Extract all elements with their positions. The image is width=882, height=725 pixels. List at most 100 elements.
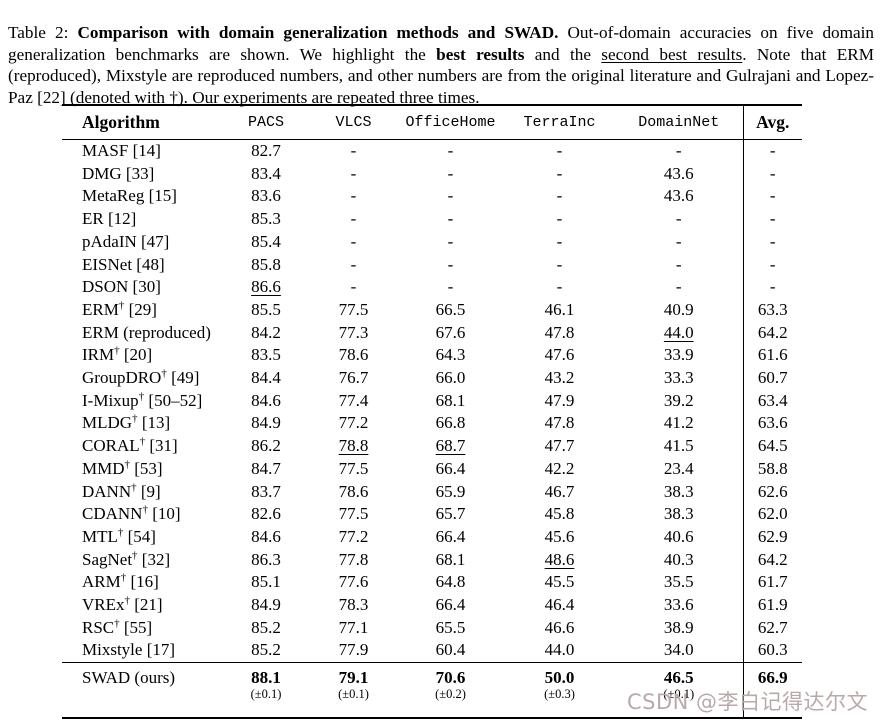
avg-cell: 62.7 (742, 616, 802, 640)
value-cell: 33.9 (663, 345, 694, 365)
citation-ref: [9] (140, 481, 161, 501)
swad-value-pacs: 88.1 (±0.1) (222, 662, 310, 719)
value-cell: 66.8 (435, 413, 466, 433)
algorithm-name: DANN (82, 481, 132, 501)
value-cell: 78.6 (338, 345, 369, 365)
value-cell: 83.4 (251, 163, 281, 183)
citation-ref: [30] (132, 277, 161, 297)
caption-text: Out-of-domain accuracies on five domain … (8, 23, 874, 64)
algorithm-name: MetaReg (82, 186, 145, 206)
value-cell: - (675, 231, 682, 251)
swad-officehome-std: (±0.2) (435, 687, 466, 702)
algorithm-cell: MLDG† [13] (62, 412, 222, 435)
algorithm-name: CORAL (82, 436, 140, 456)
results-table: Algorithm PACS VLCS OfficeHome TerraInc … (62, 104, 802, 720)
value-cell: - (556, 209, 563, 229)
value-cell: 66.4 (435, 595, 466, 615)
algorithm-cell: MTL† [54] (62, 526, 222, 549)
col-header-algorithm: Algorithm (62, 105, 222, 140)
table-row: MetaReg [15] 83.6 - - - 43.6 - (62, 185, 802, 209)
value-cell: 43.2 (544, 368, 575, 388)
value-cell: 44.0 (544, 640, 575, 660)
swad-value-vlcs: 79.1 (±0.1) (310, 662, 397, 719)
citation-ref: [32] (141, 549, 171, 569)
algorithm-cell: EISNet [48] (62, 254, 222, 277)
avg-cell: 58.8 (742, 457, 802, 481)
value-cell: - (556, 277, 563, 297)
algorithm-name: ERM (82, 299, 119, 319)
table-row: VREx† [21] 84.9 78.3 66.4 46.4 33.6 61.9 (62, 594, 802, 617)
swad-domainnet-std: (±0.1) (663, 687, 695, 702)
swad-domainnet-value: 46.5 (663, 668, 694, 688)
value-cell: 84.6 (251, 390, 281, 410)
value-cell: 41.2 (663, 413, 694, 433)
algorithm-cell: CORAL† [31] (62, 435, 222, 458)
citation-ref: [33] (125, 163, 155, 183)
value-cell: 66.4 (435, 458, 466, 478)
value-cell: - (350, 231, 357, 251)
value-cell: 85.8 (251, 254, 281, 274)
avg-cell: - (742, 208, 802, 231)
algorithm-cell: MASF [14] (62, 140, 222, 163)
value-cell: 46.4 (544, 595, 575, 615)
citation-ref: [53] (134, 458, 163, 478)
algorithm-cell: RSC† [55] (62, 617, 222, 640)
algorithm-cell: ERM† [29] (62, 299, 222, 322)
value-cell: - (447, 209, 454, 229)
value-cell: 77.9 (338, 640, 369, 660)
value-cell: 82.6 (251, 504, 281, 524)
algorithm-cell: Mixstyle [17] (62, 639, 222, 662)
col-header-vlcs: VLCS (310, 105, 397, 140)
value-cell: 38.3 (663, 481, 694, 501)
citation-ref: [31] (149, 436, 178, 456)
algorithm-name: ERM (reproduced) (82, 322, 211, 342)
value-cell: 38.9 (663, 617, 694, 637)
value-cell: 85.1 (251, 572, 281, 592)
value-cell: - (350, 186, 357, 206)
caption-text: . Note that ERM (reproduced), Mixstyle a… (8, 44, 874, 107)
value-cell: 84.2 (251, 322, 281, 342)
swad-avg-value: 66.9 (757, 668, 788, 688)
algorithm-name: Mixstyle (82, 640, 143, 660)
value-cell: 85.3 (251, 209, 281, 229)
avg-cell: 64.2 (742, 548, 802, 572)
csdn-watermark: CSDN @李白记得达尔文 (627, 690, 869, 714)
table-row: MMD† [53] 84.7 77.5 66.4 42.2 23.4 58.8 (62, 457, 802, 481)
value-cell: 47.8 (544, 413, 575, 433)
table-row: CORAL† [31] 86.2 78.8 68.7 47.7 41.5 64.… (62, 435, 802, 458)
value-cell: - (350, 254, 357, 274)
value-cell: 38.3 (663, 504, 694, 524)
algorithm-cell: DMG [33] (62, 163, 222, 186)
citation-ref: [29] (128, 299, 157, 319)
value-cell: - (447, 163, 454, 183)
value-cell: 78.8 (338, 436, 369, 456)
value-cell: 47.9 (544, 390, 575, 410)
value-cell: - (447, 141, 454, 160)
dagger-mark: † (118, 299, 125, 312)
value-cell: - (556, 186, 563, 206)
table-row: ERM† [29] 85.5 77.5 66.5 46.1 40.9 63.3 (62, 298, 802, 322)
dagger-mark: † (124, 594, 131, 607)
value-cell: - (675, 141, 682, 160)
algorithm-cell: pAdaIN [47] (62, 231, 222, 254)
table-row: MASF [14] 82.7 - - - - - (62, 139, 802, 163)
table-row: DSON [30] 86.6 - - - - - (62, 276, 802, 299)
dagger-mark: † (139, 435, 146, 448)
value-cell: - (350, 277, 357, 297)
avg-cell: - (742, 162, 802, 186)
table-header: Algorithm PACS VLCS OfficeHome TerraInc … (62, 105, 802, 140)
dagger-mark: † (131, 480, 137, 493)
citation-ref: [48] (136, 254, 165, 274)
caption-label: Table 2: (8, 23, 78, 43)
avg-cell: 62.6 (742, 480, 802, 504)
algorithm-cell: SagNet† [32] (62, 549, 222, 572)
dagger-mark: † (138, 390, 145, 403)
dagger-mark: † (132, 549, 138, 561)
table-row: Mixstyle [17] 85.2 77.9 60.4 44.0 34.0 6… (62, 639, 802, 663)
avg-cell: - (742, 230, 802, 254)
table-body: MASF [14] 82.7 - - - - - DMG [33] 83.4 -… (62, 139, 802, 663)
value-cell: 66.5 (435, 299, 466, 319)
caption-text: and the (524, 44, 602, 64)
avg-cell: 63.6 (742, 412, 802, 436)
